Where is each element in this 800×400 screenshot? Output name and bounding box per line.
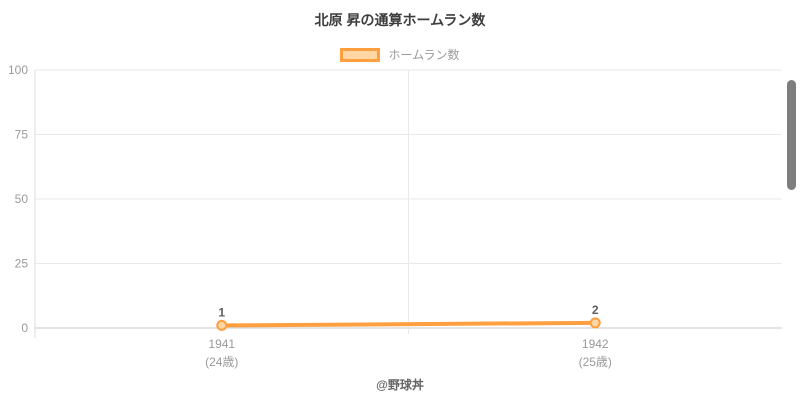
x-tick-sublabel: (25歳) bbox=[579, 355, 612, 369]
data-point[interactable] bbox=[216, 319, 228, 331]
y-tick-label: 50 bbox=[15, 192, 29, 206]
y-tick-label: 75 bbox=[15, 128, 29, 142]
data-point[interactable] bbox=[589, 317, 601, 329]
x-tick-sublabel: (24歳) bbox=[205, 355, 238, 369]
y-tick-label: 0 bbox=[21, 321, 28, 335]
legend-item[interactable]: ホームラン数 bbox=[340, 46, 460, 63]
scrollbar-thumb[interactable] bbox=[787, 80, 796, 190]
legend-label: ホームラン数 bbox=[388, 48, 460, 62]
y-tick-label: 25 bbox=[15, 257, 29, 271]
data-point-label: 2 bbox=[592, 303, 599, 317]
legend: ホームラン数 bbox=[0, 46, 800, 63]
data-point-label: 1 bbox=[218, 305, 225, 319]
footer-credit: @野球丼 bbox=[376, 378, 424, 392]
x-tick-label: 1941 bbox=[208, 337, 235, 351]
x-tick-label: 1942 bbox=[582, 337, 609, 351]
chart-title: 北原 昇の通算ホームラン数 bbox=[314, 12, 486, 28]
y-tick-label: 100 bbox=[8, 63, 28, 77]
legend-swatch-icon bbox=[340, 47, 381, 62]
series-line bbox=[219, 320, 598, 328]
